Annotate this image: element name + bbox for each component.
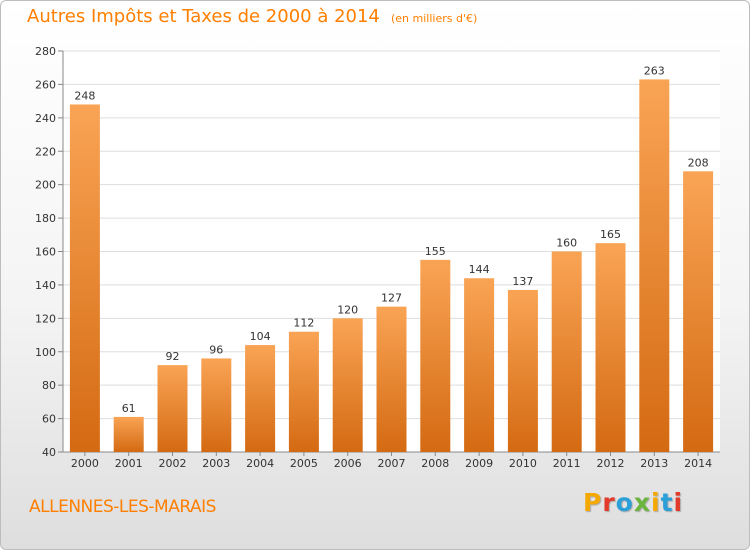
x-tick-label: 2002 [159,457,187,470]
x-tick-label: 2001 [115,457,143,470]
bar [595,243,626,452]
logo-letter: x [633,488,651,517]
data-label: 120 [337,303,358,316]
commune-name: ALLENNES-LES-MARAIS [29,497,216,517]
x-tick-label: 2010 [509,457,537,470]
title-unit: (en milliers d'€) [390,12,478,25]
x-tick-label: 2003 [202,457,230,470]
bar [420,259,451,452]
data-label: 92 [166,350,180,363]
data-label: 127 [381,292,402,305]
chart-title: Autres Impôts et Taxes de 2000 à 2014 (e… [27,6,477,27]
y-tick-label: 100 [35,346,56,359]
data-label: 263 [644,64,665,77]
data-label: 104 [250,330,271,343]
bar [639,79,670,452]
y-tick-label: 140 [35,279,56,292]
logo-letter: i [673,488,684,517]
logo-letter: r [602,488,616,517]
bar [376,306,407,452]
x-tick-label: 2005 [290,457,318,470]
bar [113,416,144,452]
y-tick-label: 40 [42,446,56,459]
x-tick-label: 2009 [465,457,493,470]
x-tick-label: 2011 [553,457,581,470]
logo-letter: P [583,488,603,517]
bar [201,358,232,452]
bar [332,318,363,452]
y-tick-label: 280 [35,45,56,58]
data-label: 137 [512,275,533,288]
x-tick-label: 2008 [421,457,449,470]
x-tick-label: 2006 [334,457,362,470]
y-tick-label: 200 [35,179,56,192]
y-tick-label: 80 [42,379,56,392]
plot-area: 40 60 80 100 120 140 160 180 200 220 240 260 280 248 2… [35,45,720,470]
data-label: 165 [600,228,621,241]
data-label: 112 [293,317,314,330]
x-tick-label: 2000 [71,457,99,470]
data-label: 61 [122,402,136,415]
x-tick-label: 2014 [684,457,712,470]
data-label: 208 [688,156,709,169]
bar [683,171,714,453]
bar [157,365,188,452]
bar [507,289,538,452]
data-label: 144 [469,263,490,276]
bar [551,251,582,452]
y-tick-label: 240 [35,112,56,125]
title-main: Autres Impôts et Taxes de 2000 à 2014 [27,6,380,27]
bar [69,104,100,452]
logo-letter: i [651,488,661,517]
y-tick-label: 60 [42,413,56,426]
y-tick-label: 160 [35,246,56,259]
logo-letter: o [615,488,634,517]
x-tick-label: 2013 [640,457,668,470]
y-tick-label: 220 [35,145,56,158]
bar [464,278,495,452]
data-label: 96 [209,343,223,356]
x-tick-label: 2012 [597,457,625,470]
y-tick-label: 260 [35,78,56,91]
bar [245,345,276,452]
y-tick-label: 120 [35,312,56,325]
data-label: 155 [425,245,446,258]
bar [288,331,319,452]
data-label: 160 [556,237,577,250]
data-label: 248 [74,89,95,102]
y-tick-label: 180 [35,212,56,225]
x-tick-label: 2007 [378,457,406,470]
proxiti-logo[interactable]: Proxiti [583,488,683,517]
logo-letter: t [660,488,674,517]
x-tick-label: 2004 [246,457,274,470]
